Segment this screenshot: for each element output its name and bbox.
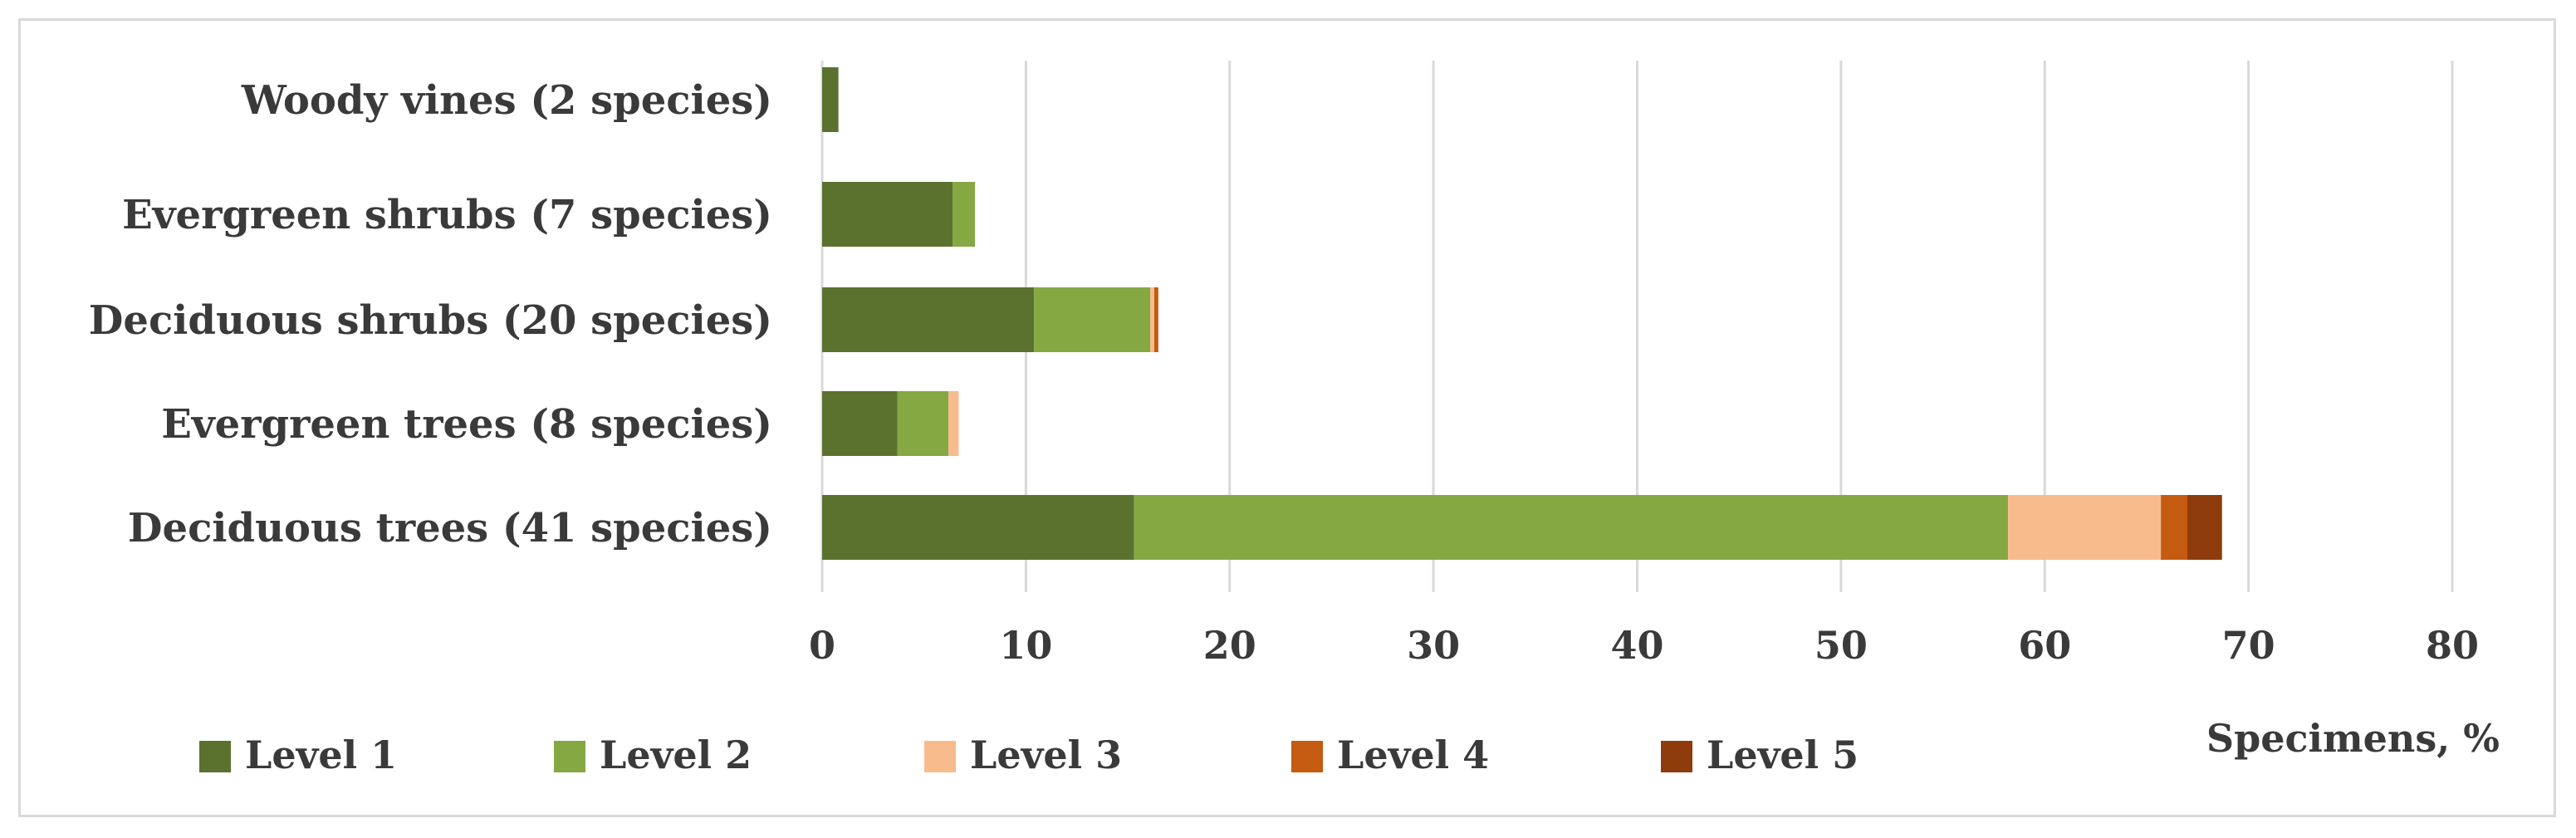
- legend-label: Level 4: [1337, 733, 1489, 777]
- bar-segment: [953, 182, 976, 247]
- bar-segment: [2187, 495, 2222, 560]
- bar-segment: [1150, 287, 1154, 352]
- category-label: Woody vines (2 species): [241, 77, 772, 124]
- legend-swatch: [924, 741, 956, 772]
- legend-label: Level 3: [970, 733, 1122, 777]
- x-tick-label: 60: [2018, 623, 2071, 668]
- bar-segment: [822, 287, 1035, 352]
- legend-swatch: [1291, 741, 1323, 772]
- x-tick-labels: 0 10 20 30 40 50 60 70 80: [809, 623, 2479, 668]
- legend-label: Level 5: [1707, 733, 1859, 777]
- bars: [822, 67, 2222, 560]
- legend-swatch: [554, 741, 585, 772]
- stacked-bar-chart: Woody vines (2 species) Evergreen shrubs …: [89, 61, 2500, 777]
- x-tick-label: 70: [2222, 623, 2275, 668]
- bar-segment: [897, 391, 949, 456]
- legend: Level 1 Level 2 Level 3 Level 4 Level 5: [199, 733, 1859, 777]
- bar-segment: [822, 67, 839, 132]
- category-label: Deciduous shrubs (20 species): [89, 297, 772, 344]
- x-tick-label: 0: [809, 623, 835, 668]
- bar-segment: [2008, 495, 2162, 560]
- grid-lines: [820, 61, 2454, 592]
- bar-segment: [1153, 287, 1158, 352]
- bar-segment: [822, 391, 898, 456]
- legend-label: Level 1: [245, 733, 397, 777]
- x-tick-label: 20: [1203, 623, 1256, 668]
- legend-swatch: [1661, 741, 1692, 772]
- legend-swatch: [199, 741, 231, 772]
- category-label: Evergreen shrubs (7 species): [122, 192, 772, 238]
- x-tick-label: 50: [1814, 623, 1868, 668]
- bar-segment: [1034, 287, 1151, 352]
- legend-label: Level 2: [600, 733, 752, 777]
- category-label: Deciduous trees (41 species): [128, 505, 772, 551]
- category-labels: Woody vines (2 species) Evergreen shrubs …: [89, 77, 772, 551]
- bar-segment: [1134, 495, 2009, 560]
- category-label: Evergreen trees (8 species): [161, 401, 772, 448]
- bar-segment: [822, 182, 953, 247]
- x-tick-label: 30: [1407, 623, 1460, 668]
- bar-segment: [948, 391, 959, 456]
- x-tick-label: 40: [1610, 623, 1663, 668]
- chart-frame: Woody vines (2 species) Evergreen shrubs …: [18, 18, 2556, 817]
- x-axis-title: Specimens, %: [2206, 716, 2500, 761]
- bar-segment: [2161, 495, 2188, 560]
- x-tick-label: 10: [999, 623, 1052, 668]
- bar-segment: [822, 495, 1134, 560]
- x-tick-label: 80: [2426, 623, 2479, 668]
